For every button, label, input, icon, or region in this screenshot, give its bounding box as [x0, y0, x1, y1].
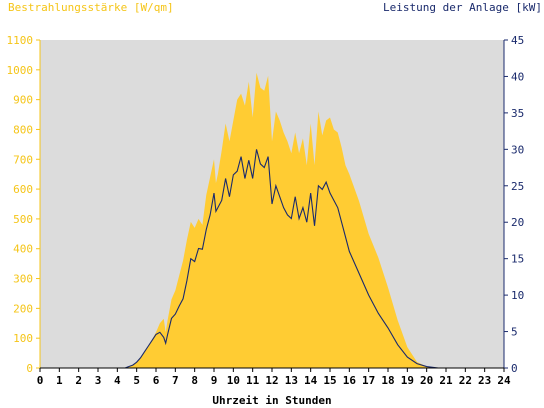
- x-tick-label: 5: [133, 374, 140, 387]
- left-tick-label: 900: [13, 94, 33, 107]
- x-tick-label: 15: [323, 374, 336, 387]
- left-tick-label: 1000: [7, 64, 34, 77]
- x-tick-label: 6: [153, 374, 160, 387]
- left-tick-label: 100: [13, 332, 33, 345]
- right-tick-label: 30: [511, 143, 524, 156]
- x-tick-label: 17: [362, 374, 375, 387]
- right-tick-label: 10: [511, 289, 524, 302]
- right-tick-label: 15: [511, 253, 524, 266]
- x-tick-label: 7: [172, 374, 179, 387]
- x-tick-label: 8: [191, 374, 198, 387]
- right-tick-label: 0: [511, 362, 518, 375]
- right-axis-title: Leistung der Anlage [kW]: [383, 1, 542, 14]
- x-tick-label: 13: [285, 374, 298, 387]
- x-tick-label: 20: [420, 374, 433, 387]
- left-tick-label: 400: [13, 243, 33, 256]
- x-tick-label: 4: [114, 374, 121, 387]
- x-tick-label: 21: [439, 374, 453, 387]
- x-tick-label: 9: [211, 374, 218, 387]
- irradiance-area: [40, 72, 504, 369]
- right-tick-label: 20: [511, 216, 524, 229]
- left-axis-title: Bestrahlungsstärke [W/qm]: [8, 1, 174, 14]
- x-tick-label: 14: [304, 374, 318, 387]
- x-tick-label: 11: [246, 374, 260, 387]
- x-tick-label: 24: [497, 374, 511, 387]
- x-tick-label: 18: [381, 374, 394, 387]
- left-tick-label: 1100: [7, 34, 34, 47]
- left-tick-label: 0: [26, 362, 33, 375]
- left-tick-label: 700: [13, 153, 33, 166]
- x-tick-label: 16: [343, 374, 357, 387]
- x-axis-title: Uhrzeit in Stunden: [212, 394, 332, 407]
- x-tick-label: 0: [37, 374, 44, 387]
- x-tick-label: 1: [56, 374, 63, 387]
- right-tick-label: 5: [511, 326, 518, 339]
- left-tick-label: 500: [13, 213, 33, 226]
- left-tick-label: 600: [13, 183, 33, 196]
- x-tick-label: 22: [459, 374, 472, 387]
- power-line: [40, 149, 504, 369]
- x-tick-label: 23: [478, 374, 491, 387]
- right-tick-label: 25: [511, 180, 524, 193]
- right-tick-label: 35: [511, 107, 524, 120]
- x-tick-label: 3: [95, 374, 102, 387]
- left-tick-label: 800: [13, 123, 33, 136]
- left-tick-label: 300: [13, 273, 33, 286]
- left-tick-label: 200: [13, 302, 33, 315]
- right-tick-label: 40: [511, 70, 524, 83]
- x-tick-label: 2: [75, 374, 82, 387]
- x-tick-label: 19: [401, 374, 414, 387]
- x-tick-label: 10: [227, 374, 240, 387]
- right-tick-label: 45: [511, 34, 524, 47]
- x-tick-label: 12: [265, 374, 278, 387]
